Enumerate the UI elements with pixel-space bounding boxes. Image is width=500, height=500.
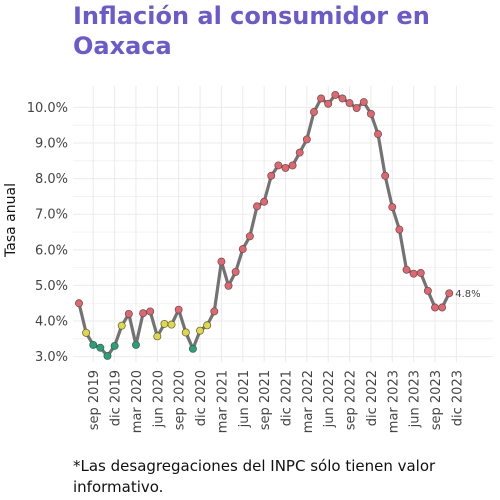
x-tick-label: jun 2020: [151, 370, 166, 428]
x-tick-label: dic 2023: [450, 370, 465, 426]
data-point: [231, 267, 240, 276]
data-point: [96, 343, 105, 352]
data-point: [345, 99, 354, 108]
x-tick-label: mar 2023: [386, 370, 401, 433]
x-tick-label: jun 2023: [408, 370, 423, 428]
data-point: [295, 148, 304, 157]
x-tick-label: jun 2021: [237, 370, 252, 428]
data-point: [117, 321, 126, 330]
data-point: [188, 344, 197, 353]
data-point: [388, 203, 397, 212]
data-point: [153, 332, 162, 341]
data-point: [317, 94, 326, 103]
data-point: [132, 340, 140, 349]
data-point: [267, 171, 276, 180]
data-point: [274, 161, 283, 170]
data-point: [331, 90, 340, 99]
x-tick-label: dic 2021: [279, 370, 294, 426]
data-point: [124, 309, 133, 318]
data-point: [381, 171, 390, 180]
data-point: [75, 299, 83, 308]
chart-title: Inflación al consumidor en Oaxaca: [73, 2, 430, 60]
footnote: *Las desagregaciones del INPC sólo tiene…: [73, 457, 436, 496]
x-tick-label: jun 2022: [322, 370, 337, 428]
data-point: [146, 307, 155, 316]
y-tick-label: 7.0%: [35, 208, 68, 223]
data-point: [167, 320, 176, 329]
x-tick-label: mar 2021: [215, 370, 230, 433]
data-point: [224, 281, 233, 290]
data-point: [82, 328, 91, 337]
data-point: [203, 321, 212, 330]
data-point: [445, 289, 454, 298]
data-point: [352, 104, 361, 113]
data-point: [324, 99, 333, 108]
data-point: [431, 303, 439, 312]
data-point: [302, 135, 311, 144]
x-tick-label: sep 2022: [344, 370, 359, 430]
data-point: [89, 340, 98, 349]
x-tick-label: mar 2020: [130, 370, 145, 433]
data-point: [423, 286, 432, 295]
y-tick-label: 9.0%: [35, 136, 68, 151]
x-tick-label: sep 2019: [87, 370, 102, 430]
x-tick-label: sep 2021: [258, 370, 273, 430]
data-point: [245, 232, 254, 241]
y-tick-label: 3.0%: [35, 350, 68, 365]
x-tick-label: dic 2022: [365, 370, 380, 426]
x-tick-label: sep 2020: [173, 370, 188, 430]
data-point: [217, 257, 226, 266]
y-tick-label: 4.0%: [35, 315, 68, 330]
data-point: [110, 342, 119, 350]
data-point: [281, 163, 290, 172]
data-point: [253, 202, 261, 211]
data-point: [395, 225, 404, 234]
data-point: [416, 269, 425, 277]
last-value-label: 4.8%: [455, 289, 480, 300]
data-point: [174, 305, 183, 314]
y-axis-label: Tasa anual: [3, 183, 19, 258]
data-point: [374, 130, 382, 139]
data-point: [338, 94, 347, 103]
data-point: [260, 197, 269, 206]
data-points: [75, 90, 454, 360]
x-tick-label: sep 2023: [429, 370, 444, 430]
x-axis-ticks: sep 2019 dic 2019 mar 2020 jun 2020 sep 2020…: [87, 370, 465, 433]
data-point: [160, 319, 169, 328]
y-axis-ticks: 3.0% 4.0% 5.0% 6.0% 7.0% 8.0% 9.0% 10.0%: [27, 101, 68, 365]
y-tick-label: 10.0%: [27, 101, 68, 116]
y-tick-label: 6.0%: [35, 243, 68, 258]
data-point: [402, 265, 411, 274]
data-point: [103, 351, 112, 360]
x-tick-label: mar 2022: [301, 370, 316, 433]
y-tick-label: 5.0%: [35, 279, 68, 294]
data-point: [210, 307, 219, 316]
data-point: [366, 109, 375, 118]
data-point: [139, 309, 148, 318]
data-point: [196, 326, 204, 335]
data-point: [438, 303, 447, 312]
data-point: [238, 245, 247, 254]
x-tick-label: dic 2020: [194, 370, 209, 426]
data-point: [409, 269, 418, 278]
y-tick-label: 8.0%: [35, 172, 68, 187]
data-point: [310, 108, 318, 116]
data-point: [359, 98, 368, 106]
data-point: [181, 328, 190, 337]
grid-lines: [73, 86, 493, 362]
x-tick-label: dic 2019: [109, 370, 124, 426]
data-point: [288, 161, 297, 170]
